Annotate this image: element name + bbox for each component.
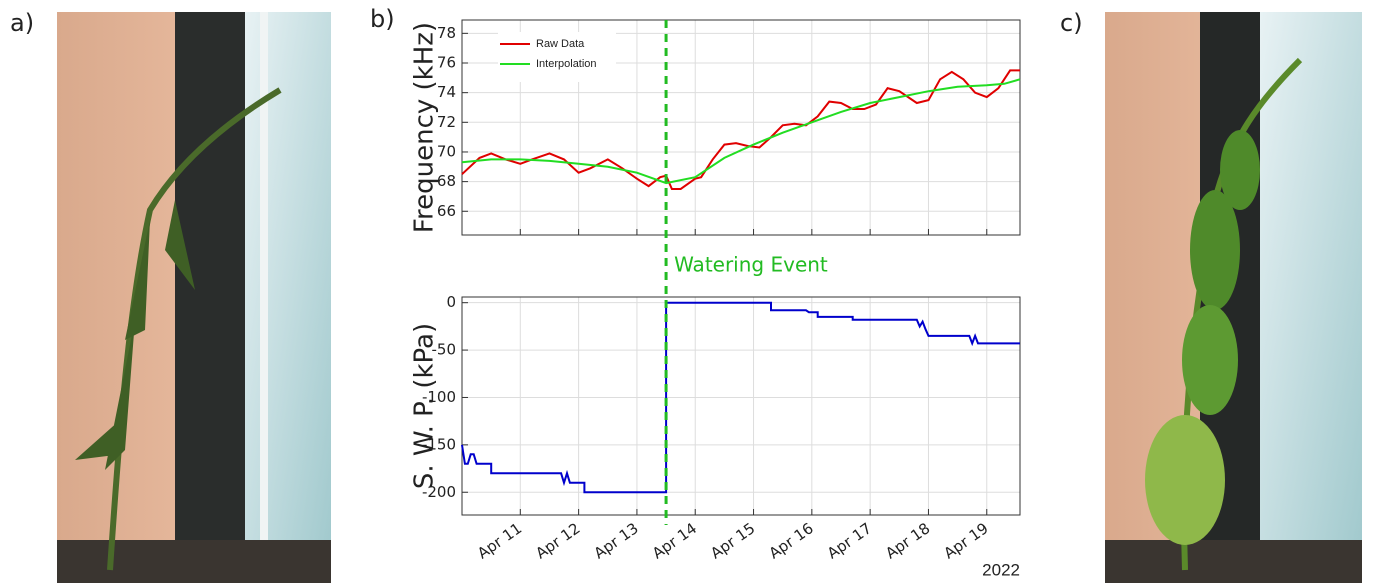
y-tick-label: 72 bbox=[437, 113, 456, 131]
y-axis-label: S. W. P. (kPa) bbox=[410, 323, 440, 489]
y-tick-label: 68 bbox=[437, 172, 456, 190]
y-tick-label: 76 bbox=[437, 54, 456, 72]
x-tick-label: Apr 19 bbox=[941, 519, 992, 562]
y-tick-label: 0 bbox=[446, 293, 456, 311]
x-tick-label: Apr 18 bbox=[882, 519, 933, 562]
legend-label: Interpolation bbox=[536, 58, 597, 70]
panel-label: b) bbox=[370, 5, 395, 33]
plot-area bbox=[462, 297, 1020, 515]
x-tick-label: Apr 11 bbox=[474, 519, 525, 562]
x-tick-label: Apr 13 bbox=[591, 519, 642, 562]
x-axis-note: 2022 bbox=[982, 560, 1020, 579]
legend-label: Raw Data bbox=[536, 38, 585, 50]
photo-a bbox=[57, 12, 331, 583]
y-tick-label: 74 bbox=[437, 83, 456, 101]
event-label: Watering Event bbox=[674, 253, 828, 277]
x-tick-label: Apr 15 bbox=[707, 519, 758, 562]
photo-c bbox=[1105, 12, 1362, 583]
panel-label: c) bbox=[1060, 9, 1083, 37]
y-tick-label: 66 bbox=[437, 202, 456, 220]
x-tick-label: Apr 12 bbox=[532, 519, 583, 562]
y-tick-label: 78 bbox=[437, 24, 456, 42]
x-tick-label: Apr 17 bbox=[824, 519, 875, 562]
y-tick-label: 70 bbox=[437, 142, 456, 160]
figure: a) b) c) 66 68 70 72 74 76 78Frequency (kHz) Ra… bbox=[0, 0, 1382, 583]
panel-label: a) bbox=[10, 9, 34, 37]
y-axis-label: Frequency (kHz) bbox=[410, 22, 440, 233]
x-tick-label: Apr 14 bbox=[649, 519, 700, 562]
x-tick-label: Apr 16 bbox=[766, 519, 817, 562]
